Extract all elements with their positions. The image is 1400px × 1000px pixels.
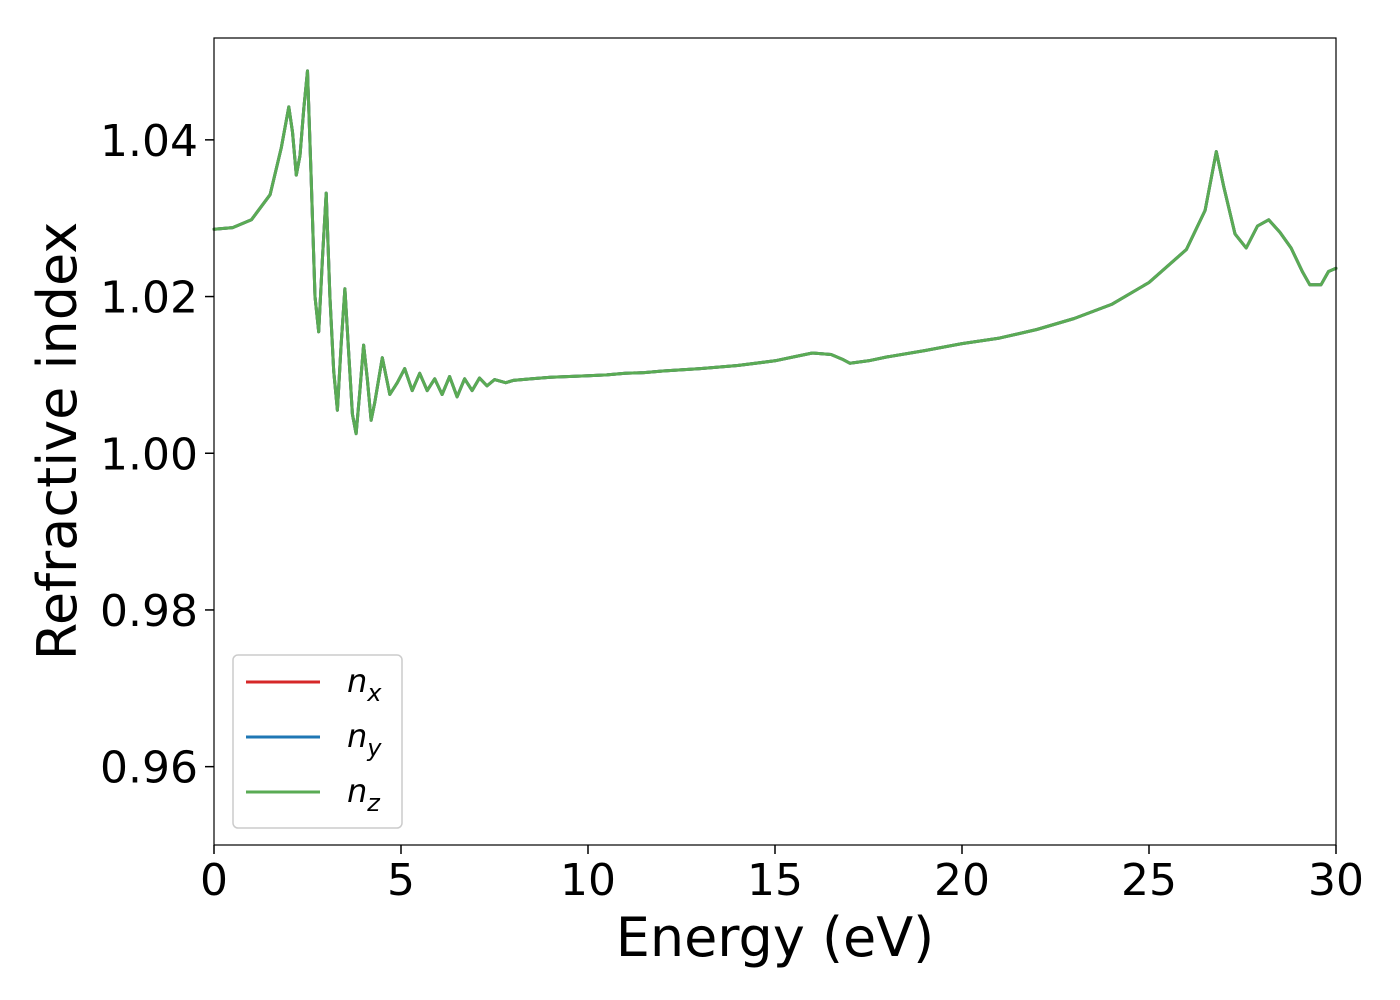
x-tick-label: 25 — [1121, 855, 1177, 906]
x-axis-ticks: 0 5 10 15 20 25 30 — [200, 845, 1364, 906]
y-tick-label: 0.96 — [100, 743, 198, 794]
x-tick-label: 0 — [200, 855, 228, 906]
y-tick-label: 1.02 — [100, 273, 198, 324]
legend-box — [232, 654, 403, 829]
series-line-ny — [212, 69, 1338, 436]
series-line-nx — [212, 69, 1338, 436]
x-tick-label: 5 — [387, 855, 415, 906]
legend: nx ny nz — [232, 654, 403, 829]
x-axis-title: Energy (eV) — [616, 906, 935, 969]
legend-label-nx: nx — [347, 662, 382, 707]
x-tick-label: 30 — [1308, 855, 1364, 906]
series-line-nz — [212, 69, 1338, 436]
y-tick-label: 0.98 — [100, 586, 198, 637]
y-axis-title: Refractive index — [26, 222, 89, 661]
y-axis-ticks: 0.96 0.98 1.00 1.02 1.04 — [100, 116, 214, 794]
legend-label-nz: nz — [347, 772, 381, 817]
x-tick-label: 15 — [747, 855, 803, 906]
x-tick-label: 20 — [934, 855, 990, 906]
plot-lines — [212, 69, 1338, 436]
x-tick-label: 10 — [560, 855, 616, 906]
y-tick-label: 1.04 — [100, 116, 198, 167]
y-tick-label: 1.00 — [100, 429, 198, 480]
legend-label-ny: ny — [347, 717, 382, 762]
